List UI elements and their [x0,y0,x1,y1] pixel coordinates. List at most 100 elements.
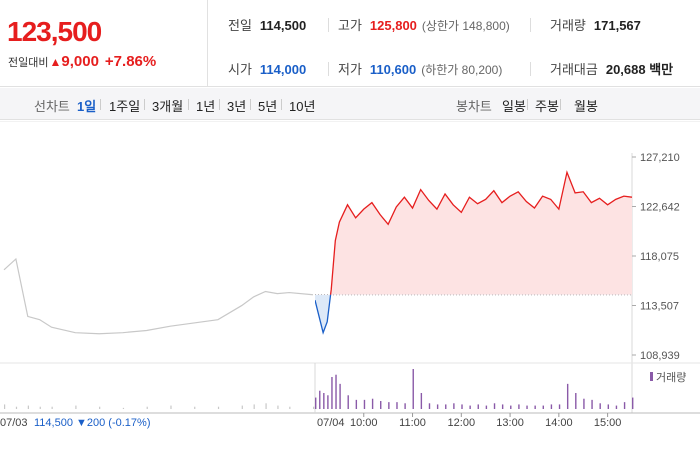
volume-bar-today [355,399,358,409]
period-1y[interactable]: 1년 [196,99,216,114]
volume-legend-swatch [650,372,653,381]
volume-bar-today [550,404,553,409]
open-stat: 시가 114,000 [228,62,307,77]
volume-bar-today [461,404,463,409]
low-stat: 저가 110,600 (하한가 80,200) [338,62,503,77]
today-line-up [329,170,632,295]
divider [328,62,329,76]
today-date-label: 07/04 [317,417,345,429]
volume-bar-today [591,399,593,409]
period-1w[interactable]: 1주일 [109,99,141,114]
divider [530,18,531,32]
x-tick-label: 12:00 [448,417,476,429]
volume-bar-today [380,401,382,409]
x-tick-label: 11:00 [399,417,426,429]
change-label: 전일대비 [8,57,49,69]
volume-bar-today [445,404,447,409]
divider [281,99,282,110]
prev-close-label: 114,500 ▼200 (-0.17%) [34,417,150,429]
volume-bar-today [388,402,390,409]
today-up-area [315,172,632,295]
volume-bar-today [542,405,544,409]
volume-bar-prev [27,405,29,409]
volume-bar-today [583,398,585,409]
divider [188,99,189,110]
volume-bar-prev [277,405,279,409]
period-10y[interactable]: 10년 [289,99,316,114]
intraday-chart: 127,210 122,642 118,075 113,507 108,939 거래량 10… [0,120,700,450]
volume-bar-prev [253,404,255,409]
volume-bar-prev [313,406,315,409]
volume-bar-prev [170,405,172,409]
x-tick-label: 13:00 [496,417,524,429]
volume-bar-today [420,393,423,409]
volume-bar-today [428,403,431,409]
volume-legend-label: 거래량 [656,371,686,384]
volume-bar-today [607,404,610,409]
volume-bar-today [510,405,512,409]
prev-close-stat: 전일 114,500 [228,18,307,33]
divider [527,99,528,110]
volume-stat: 거래량 171,567 [550,18,641,33]
volume-bar-prev [265,403,267,409]
volume-bar-prev [289,406,291,409]
divider [530,62,531,76]
volume-bar-today [632,397,634,409]
high-stat: 고가 125,800 (상한가 148,800) [338,18,510,33]
volume-bar-today [404,403,406,409]
y-tick-label: 108,939 [640,350,680,362]
period-5y[interactable]: 5년 [258,99,278,114]
volume-bar-today [335,374,337,409]
volume-bar-today [485,405,488,409]
volume-bar-prev [241,405,243,409]
x-tick-label: 10:00 [350,417,378,429]
volume-bar-prev [99,406,101,409]
volume-bar-today [469,405,471,409]
candle-daily[interactable]: 일봉 [502,99,526,114]
volume-bar-today [558,404,561,409]
change-amount: 9,000 [61,53,99,70]
volume-bar-today [493,403,496,409]
prev-date-label: 07/03 [0,417,28,429]
trade-amount-stat: 거래대금 20,688 백만 [550,62,674,77]
volume-bar-today [331,377,333,409]
stats-row-1: 전일 114,500 고가 125,800 (상한가 148,800) 거래량 171,… [228,15,700,35]
divider [219,99,220,110]
volume-bar-today [323,393,325,409]
volume-bar-prev [75,405,77,409]
period-1d[interactable]: 1일 [77,99,97,114]
volume-bar-prev [146,406,148,409]
volume-bar-today [319,390,321,409]
volume-bar-today [436,404,439,409]
volume-bar-prev [51,406,53,409]
volume-bar-prev [39,406,41,409]
y-tick-label: 127,210 [640,152,680,164]
volume-bar-today [623,402,626,409]
volume-bar-today [412,369,414,409]
volume-bar-today [315,397,317,409]
volume-bar-prev [122,407,125,409]
volume-bar-prev [194,406,196,409]
x-tick-label: 14:00 [545,417,573,429]
volume-bar-today [575,393,577,409]
volume-bar-today [396,402,398,409]
chart-toolbar: 선차트 1일 1주일 3개월 1년 3년 5년 10년 봉차트 일봉 주봉 월봉 [0,88,700,120]
candle-monthly[interactable]: 월봉 [574,99,598,114]
candle-weekly[interactable]: 주봉 [535,99,559,114]
y-tick-label: 118,075 [640,251,679,263]
period-3m[interactable]: 3개월 [152,99,184,114]
volume-bar-today [477,404,479,409]
divider [560,99,561,110]
volume-bar-today [566,383,569,409]
previous-day-line [3,257,314,335]
volume-bar-today [453,403,455,409]
period-3y[interactable]: 3년 [227,99,247,114]
volume-bar-today [599,403,601,409]
volume-bar-today [363,399,366,409]
line-chart-label: 선차트 [34,99,70,114]
volume-bar-prev [15,406,18,409]
volume-bar-today [371,398,374,409]
stats-row-2: 시가 114,000 저가 110,600 (하한가 80,200) 거래대금 20,6… [228,59,700,79]
x-tick-label: 15:00 [594,417,622,429]
candle-chart-label: 봉차트 [456,99,492,114]
